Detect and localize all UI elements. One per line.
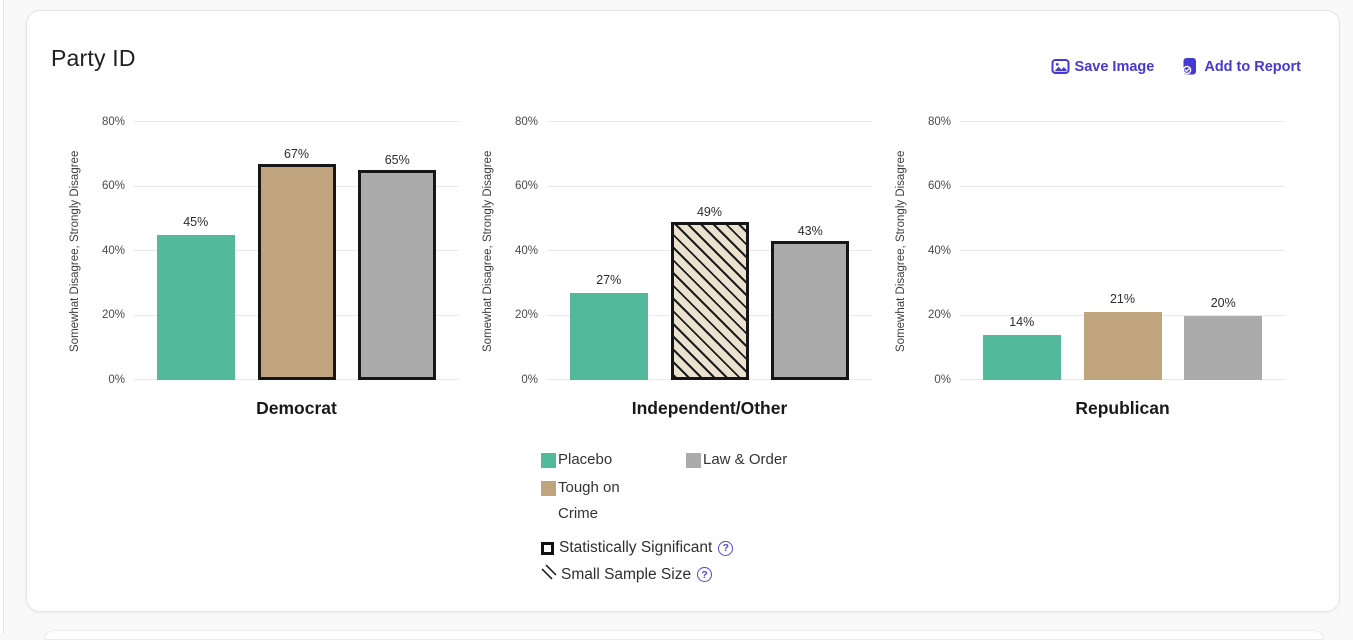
small-sample-help-icon[interactable]: ? (697, 567, 713, 582)
save-image-icon (1051, 57, 1070, 76)
y-tick-label: 40% (101, 244, 125, 257)
y-tick-label: 60% (101, 180, 125, 192)
next-card-edge (44, 630, 1324, 640)
legend-label-tough-on-crime: Tough on Crime (558, 479, 620, 522)
y-tick-label: 20% (514, 309, 538, 321)
y-tick-label: 80% (927, 115, 951, 128)
gridline: 40% (928, 245, 1285, 257)
y-tick-label: 80% (514, 115, 538, 128)
legend-label-law-and-order: Law & Order (703, 451, 788, 468)
plot-area: 0% 20% 40% 60% 80% 14% 21% 20% (928, 116, 1285, 386)
y-axis-label: Somewhat Disagree, Strongly Disagree (69, 150, 81, 352)
y-tick-label: 0% (934, 373, 951, 386)
bar-democrat-law-order: 65% (358, 153, 437, 380)
bars-group: 27% 49% 43% (547, 122, 872, 380)
card-title: Party ID (51, 45, 136, 71)
bar-value-label: 45% (183, 214, 209, 229)
y-tick-label: 0% (521, 373, 538, 386)
small-sample-label: Small Sample Size (561, 565, 692, 583)
sidebar-edge (0, 0, 3, 634)
bar-republican-law-order: 20% (1184, 296, 1263, 380)
gridline: 80% (928, 116, 1285, 128)
party-id-card: Party ID Save Image Add to Report (26, 10, 1340, 612)
bar-value-label: 65% (384, 153, 410, 168)
add-to-report-icon (1180, 57, 1199, 76)
tough-on-crime-swatch (541, 481, 556, 496)
series-legend: Placebo Tough on Crime Law & Order (541, 447, 787, 527)
add-to-report-button[interactable]: Add to Report (1180, 57, 1301, 76)
small-sample-legend-row: Small Sample Size ? (541, 564, 733, 585)
legend-item-tough-on-crime: Tough on Crime (541, 475, 686, 527)
add-to-report-label: Add to Report (1204, 58, 1301, 75)
save-image-button[interactable]: Save Image (1051, 57, 1155, 76)
plot-area: 0% 20% 40% 60% 80% 27% 49% 43% (515, 116, 872, 386)
chart-title-republican: Republican (1075, 398, 1170, 418)
marker-legend: Statistically Significant ? Small Sample… (541, 539, 734, 585)
chart-title-democrat: Democrat (256, 398, 337, 418)
y-tick-label: 40% (927, 244, 951, 257)
plot-area: 0% 20% 40% 60% 80% 45% 67% 65% (102, 116, 459, 386)
y-axis-label: Somewhat Disagree, Strongly Disagree (482, 150, 494, 352)
gridline: 80% (102, 116, 459, 128)
gridline: 80% (515, 116, 872, 128)
bar-value-label: 20% (1210, 295, 1236, 310)
y-tick-label: 40% (514, 244, 538, 257)
small-sample-marker-icon (541, 564, 557, 585)
chart-title-independent-other: Independent/Other (631, 398, 788, 418)
bar-value-label: 27% (596, 272, 622, 287)
significant-marker-icon (541, 541, 554, 555)
chart-republican: Somewhat Disagree, Strongly Disagree 0% 20… (889, 116, 1302, 442)
gridline: 60% (928, 180, 1285, 192)
legend-item-law-and-order: Law & Order (686, 447, 787, 473)
y-tick-label: 60% (514, 180, 538, 192)
y-tick-label: 80% (101, 115, 125, 128)
significant-label: Statistically Significant (559, 539, 713, 556)
significant-help-icon[interactable]: ? (718, 540, 734, 556)
law-and-order-swatch (686, 453, 701, 468)
y-axis-label: Somewhat Disagree, Strongly Disagree (895, 150, 907, 352)
bar-independent-other-placebo: 27% (569, 273, 648, 380)
bar-value-label: 49% (696, 204, 723, 219)
bar-value-label: 67% (283, 146, 310, 161)
left-divider (3, 0, 4, 634)
bar-republican-placebo: 14% (982, 315, 1061, 380)
bar-independent-other-tough-on-crime: 49% (670, 205, 749, 380)
toolbar: Save Image Add to Report (1051, 57, 1301, 76)
significant-legend-row: Statistically Significant ? (541, 539, 734, 557)
y-tick-label: 60% (927, 180, 951, 192)
gridline: 60% (515, 180, 872, 192)
bar-value-label: 21% (1109, 292, 1136, 307)
bar-republican-tough-on-crime: 21% (1083, 292, 1162, 380)
bar-independent-other-law-order: 43% (771, 224, 850, 380)
bar-value-label: 14% (1009, 314, 1035, 329)
bar-democrat-tough-on-crime: 67% (257, 147, 336, 380)
legend-label-placebo: Placebo (558, 451, 613, 468)
bars-group: 14% 21% 20% (960, 122, 1285, 380)
y-tick-label: 20% (927, 309, 951, 321)
placebo-swatch (541, 453, 556, 468)
y-tick-label: 20% (101, 309, 125, 321)
chart-democrat: Somewhat Disagree, Strongly Disagree 0% 20… (63, 116, 476, 442)
bar-democrat-placebo: 45% (156, 215, 235, 380)
save-image-label: Save Image (1074, 58, 1155, 75)
legend-item-placebo: Placebo (541, 447, 686, 473)
bar-value-label: 43% (797, 224, 823, 239)
bars-group: 45% 67% 65% (134, 122, 459, 380)
charts-row: Somewhat Disagree, Strongly Disagree 0% 20… (63, 116, 1302, 442)
y-tick-label: 0% (108, 373, 125, 386)
chart-independent-other: Somewhat Disagree, Strongly Disagree 0% 20… (476, 116, 889, 442)
